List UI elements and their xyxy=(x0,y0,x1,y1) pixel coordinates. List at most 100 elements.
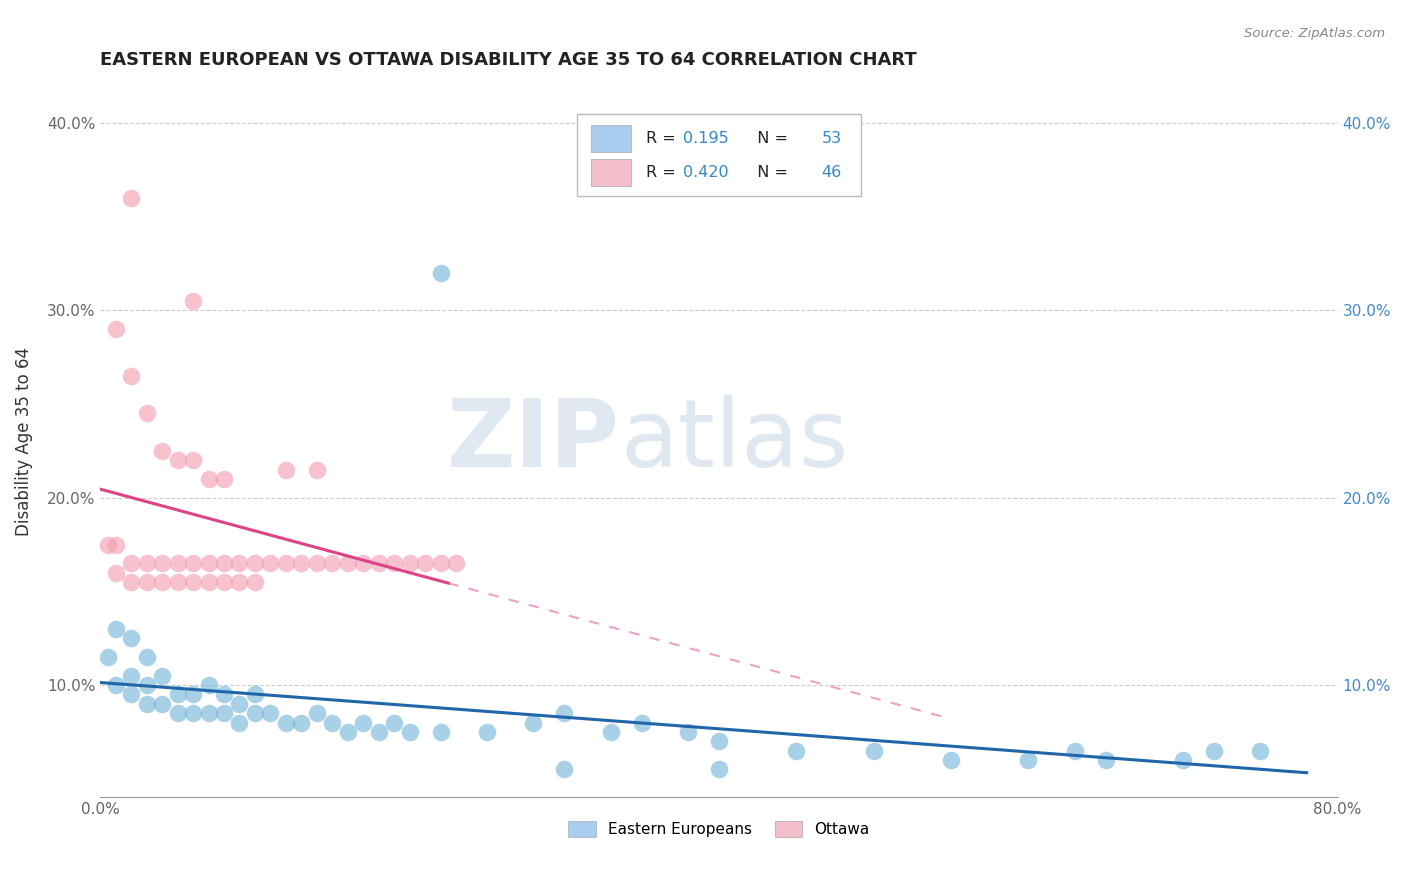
Point xyxy=(135,649,157,664)
Point xyxy=(150,556,173,570)
Point xyxy=(290,556,312,570)
Point xyxy=(197,472,219,486)
Point xyxy=(321,556,343,570)
Point xyxy=(1171,753,1194,767)
Point xyxy=(444,556,467,570)
Point xyxy=(398,556,420,570)
Point xyxy=(120,631,142,645)
Point xyxy=(259,706,281,720)
Point xyxy=(212,574,235,589)
Point xyxy=(305,706,328,720)
Point xyxy=(243,556,266,570)
Point xyxy=(104,537,127,551)
Point xyxy=(166,687,188,701)
Text: 0.195: 0.195 xyxy=(683,131,728,146)
Text: R =: R = xyxy=(645,165,681,180)
Point xyxy=(553,706,575,720)
Point xyxy=(150,443,173,458)
Text: 53: 53 xyxy=(821,131,842,146)
Bar xyxy=(592,160,631,186)
Text: EASTERN EUROPEAN VS OTTAWA DISABILITY AGE 35 TO 64 CORRELATION CHART: EASTERN EUROPEAN VS OTTAWA DISABILITY AG… xyxy=(100,51,917,69)
Point xyxy=(150,668,173,682)
Point xyxy=(429,724,451,739)
Point xyxy=(1249,743,1271,757)
Point xyxy=(1094,753,1116,767)
Point xyxy=(352,715,374,730)
Point xyxy=(1017,753,1039,767)
Point xyxy=(305,462,328,476)
Point xyxy=(352,556,374,570)
Point xyxy=(120,668,142,682)
Point xyxy=(166,556,188,570)
Point xyxy=(150,574,173,589)
Point xyxy=(785,743,807,757)
Point xyxy=(166,453,188,467)
Point xyxy=(135,556,157,570)
Point xyxy=(212,706,235,720)
Point xyxy=(104,322,127,336)
Point xyxy=(382,556,405,570)
Point xyxy=(259,556,281,570)
Point xyxy=(181,453,204,467)
Point xyxy=(553,762,575,776)
Point xyxy=(212,687,235,701)
Point xyxy=(104,622,127,636)
Point xyxy=(135,697,157,711)
Point xyxy=(197,574,219,589)
Point xyxy=(197,706,219,720)
Point xyxy=(97,649,120,664)
Point xyxy=(475,724,498,739)
Point xyxy=(522,715,544,730)
Text: 0.420: 0.420 xyxy=(683,165,728,180)
Point xyxy=(120,368,142,383)
Point xyxy=(290,715,312,730)
Point xyxy=(382,715,405,730)
Point xyxy=(104,678,127,692)
Point xyxy=(367,724,389,739)
Point xyxy=(939,753,962,767)
Point xyxy=(676,724,699,739)
Point xyxy=(212,556,235,570)
Text: N =: N = xyxy=(748,131,793,146)
Point xyxy=(707,762,730,776)
FancyBboxPatch shape xyxy=(576,114,862,196)
Point xyxy=(97,537,120,551)
Point xyxy=(429,556,451,570)
Point xyxy=(135,406,157,420)
Point xyxy=(197,556,219,570)
Point xyxy=(197,678,219,692)
Point xyxy=(135,678,157,692)
Point xyxy=(120,556,142,570)
Text: R =: R = xyxy=(645,131,681,146)
Point xyxy=(243,687,266,701)
Point xyxy=(228,715,250,730)
Point xyxy=(398,724,420,739)
Text: N =: N = xyxy=(748,165,793,180)
Point xyxy=(228,556,250,570)
Text: atlas: atlas xyxy=(620,395,848,488)
Point xyxy=(120,191,142,205)
Point xyxy=(599,724,621,739)
Point xyxy=(1202,743,1225,757)
Point xyxy=(120,574,142,589)
Text: 46: 46 xyxy=(821,165,842,180)
Point xyxy=(274,462,297,476)
Point xyxy=(336,724,359,739)
Point xyxy=(181,556,204,570)
Point xyxy=(166,706,188,720)
Point xyxy=(862,743,884,757)
Point xyxy=(135,574,157,589)
Y-axis label: Disability Age 35 to 64: Disability Age 35 to 64 xyxy=(15,347,32,536)
Point xyxy=(305,556,328,570)
Point xyxy=(243,574,266,589)
Point xyxy=(367,556,389,570)
Point xyxy=(429,266,451,280)
Point xyxy=(181,706,204,720)
Point xyxy=(1063,743,1085,757)
Point xyxy=(413,556,436,570)
Point xyxy=(274,556,297,570)
Point xyxy=(166,574,188,589)
Point xyxy=(181,293,204,308)
Text: Source: ZipAtlas.com: Source: ZipAtlas.com xyxy=(1244,27,1385,40)
Point xyxy=(104,566,127,580)
